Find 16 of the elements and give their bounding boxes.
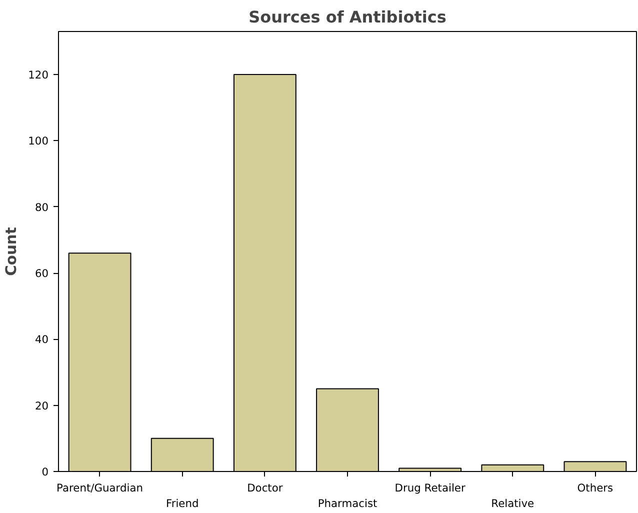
x-tick-label: Drug Retailer — [394, 482, 466, 494]
chart-title: Sources of Antibiotics — [248, 8, 446, 26]
y-tick-label: 0 — [42, 466, 49, 478]
x-tick-label: Pharmacist — [318, 497, 378, 510]
x-tick-label: Parent/Guardian — [56, 482, 144, 494]
y-tick-label: 100 — [28, 134, 49, 148]
y-axis-title: Count — [3, 227, 20, 276]
y-tick-label: 60 — [34, 267, 49, 280]
y-tick-label: 40 — [34, 333, 49, 346]
y-tick-label: 80 — [34, 200, 49, 214]
x-tick-label: Others — [577, 482, 614, 494]
x-tick-label: Friend — [166, 497, 199, 510]
y-tick-label: 120 — [28, 68, 49, 82]
x-tick-label: Doctor — [247, 482, 284, 494]
y-tick-label: 20 — [34, 399, 49, 412]
x-tick-label: Relative — [491, 497, 534, 510]
